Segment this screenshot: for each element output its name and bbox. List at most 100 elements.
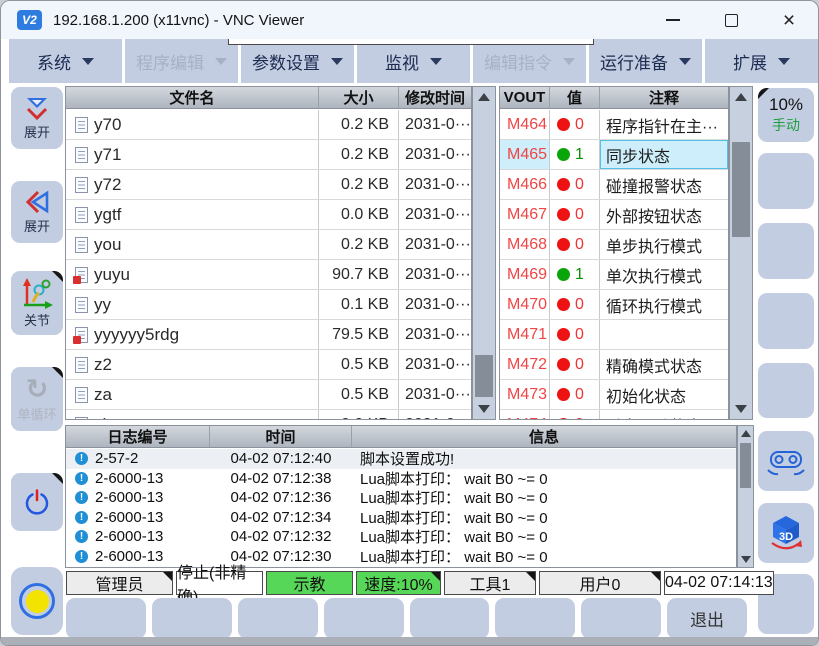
servo-status-button[interactable] — [11, 567, 63, 635]
file-list-scrollbar[interactable] — [472, 86, 496, 420]
close-button[interactable]: × — [760, 1, 818, 39]
log-id-cell: 2-6000-13 — [66, 548, 210, 565]
menu-item[interactable]: 参数设置 — [241, 39, 354, 83]
exit-button[interactable]: 退出 — [667, 598, 747, 639]
vout-comment: 外部按钮状态 — [606, 208, 703, 226]
menu-item[interactable]: 系统 — [9, 39, 122, 83]
log-row[interactable]: 2-6000-13 04-02 07:12:38 Lua脚本打印： wait B… — [66, 469, 736, 489]
log-id: 2-6000-13 — [95, 528, 164, 546]
file-row[interactable]: y70 0.2 KB 2031-0··· — [66, 110, 471, 140]
right-toolbar-button-3[interactable] — [758, 223, 814, 279]
pendant-controller-button[interactable] — [758, 431, 814, 491]
soft-button-6[interactable] — [495, 598, 576, 639]
file-row[interactable]: ygtf 0.0 KB 2031-0··· — [66, 200, 471, 230]
menu-item[interactable]: 监视 — [357, 39, 470, 83]
file-row[interactable]: you 0.2 KB 2031-0··· — [66, 230, 471, 260]
file-row[interactable]: za 0.5 KB 2031-0··· — [66, 380, 471, 410]
vout-row[interactable]: M470 0 循环执行模式 — [500, 290, 728, 320]
vout-scrollbar[interactable] — [729, 86, 753, 420]
speed-mode-button[interactable]: 10% 手动 — [758, 88, 814, 142]
vout-row[interactable]: M466 0 碰撞报警状态 — [500, 170, 728, 200]
log-row[interactable]: 2-6000-13 04-02 07:12:34 Lua脚本打印： wait B… — [66, 508, 736, 528]
file-name-cell: za — [66, 380, 319, 409]
status-item[interactable]: 管理员 — [66, 571, 173, 595]
log-row[interactable]: 2-6000-13 04-02 07:12:32 Lua脚本打印： wait B… — [66, 527, 736, 547]
menu-item[interactable]: 运行准备 — [589, 39, 702, 83]
joint-mode-button[interactable]: 关节 — [11, 271, 63, 335]
file-row[interactable]: z2 0.5 KB 2031-0··· — [66, 350, 471, 380]
scroll-down-button[interactable] — [473, 399, 495, 419]
file-row[interactable]: yuyu 90.7 KB 2031-0··· — [66, 260, 471, 290]
minimize-button[interactable] — [644, 1, 702, 39]
vout-row[interactable]: M471 0 — [500, 320, 728, 350]
3d-view-button[interactable]: 3D — [758, 503, 814, 563]
vout-row[interactable]: M467 0 外部按钮状态 — [500, 200, 728, 230]
log-id: 2-6000-13 — [95, 489, 164, 507]
bottom-button-bar: 退出 — [66, 598, 747, 639]
expand-down-button[interactable]: 展开 — [11, 87, 63, 149]
log-row[interactable]: 2-6000-13 04-02 07:12:36 Lua脚本打印： wait B… — [66, 488, 736, 508]
scroll-down-button[interactable] — [730, 399, 752, 419]
log-row[interactable]: 2-6000-13 04-02 07:12:28 Lua脚本打印： wait B… — [66, 566, 736, 567]
chevron-down-icon — [82, 57, 94, 65]
log-scrollbar[interactable] — [737, 425, 754, 568]
file-row[interactable]: zhu 0.0 KB 2031-0··· — [66, 410, 471, 419]
file-name: y71 — [94, 144, 122, 164]
soft-button-5[interactable] — [409, 598, 490, 639]
file-row[interactable]: y72 0.2 KB 2031-0··· — [66, 170, 471, 200]
status-item[interactable]: 用户0 — [539, 571, 661, 595]
file-time-header: 修改时间 — [404, 90, 465, 107]
scrollbar-thumb[interactable] — [732, 142, 750, 237]
expand-left-button[interactable]: 展开 — [11, 181, 63, 243]
scrollbar-thumb[interactable] — [740, 443, 751, 488]
right-toolbar-button-2[interactable] — [758, 153, 814, 209]
vout-comment-cell: 单次执行模式 — [600, 260, 728, 289]
log-id-header: 日志编号 — [66, 426, 210, 447]
log-row[interactable]: 2-6000-13 04-02 07:12:30 Lua脚本打印： wait B… — [66, 547, 736, 567]
menu-item[interactable]: 程序编辑 — [125, 39, 238, 83]
vout-row[interactable]: M468 0 单步执行模式 — [500, 230, 728, 260]
vout-id-cell: M470 — [500, 290, 550, 319]
status-item[interactable]: 04-02 07:14:13 — [664, 571, 774, 595]
joint-robot-icon — [23, 278, 53, 309]
vout-row[interactable]: M472 0 精确模式状态 — [500, 350, 728, 380]
status-item[interactable]: 停止(非精确) — [176, 565, 263, 606]
soft-button-1[interactable] — [66, 598, 146, 639]
soft-button-7[interactable] — [581, 598, 662, 639]
file-row[interactable]: y71 0.2 KB 2031-0··· — [66, 140, 471, 170]
soft-button-2[interactable] — [151, 598, 232, 639]
vout-id-cell: M466 — [500, 170, 550, 199]
menu-item[interactable]: 编辑指令 — [473, 39, 586, 83]
status-item[interactable]: 速度:10% — [356, 571, 441, 595]
menu-item[interactable]: 扩展 — [705, 39, 818, 83]
vout-id-cell: M472 — [500, 350, 550, 379]
vout-row[interactable]: M464 0 程序指针在主··· — [500, 110, 728, 140]
file-row[interactable]: yyyyyy5rdg 79.5 KB 2031-0··· — [66, 320, 471, 350]
log-row[interactable]: 2-57-2 04-02 07:12:40 脚本设置成功! — [66, 449, 736, 469]
vout-row[interactable]: M465 1 同步状态 — [500, 140, 728, 170]
scroll-up-button[interactable] — [738, 426, 753, 441]
vout-row[interactable]: M473 0 初始化状态 — [500, 380, 728, 410]
right-toolbar-button-4[interactable] — [758, 293, 814, 349]
soft-button-3[interactable] — [237, 598, 318, 639]
power-button[interactable] — [11, 473, 63, 531]
vout-row[interactable]: M474 0 反向驱动状态 — [500, 410, 728, 419]
scrollbar-thumb[interactable] — [475, 355, 493, 397]
soft-button-4[interactable] — [323, 598, 404, 639]
file-time-cell: 2031-0··· — [405, 295, 471, 313]
right-toolbar-button-5[interactable] — [758, 363, 814, 418]
status-item[interactable]: 示教 — [266, 571, 353, 595]
vout-value-header: 值 — [550, 87, 600, 108]
scroll-up-button[interactable] — [730, 87, 752, 107]
scroll-down-button[interactable] — [738, 552, 753, 567]
scroll-up-button[interactable] — [473, 87, 495, 107]
file-row[interactable]: yy 0.1 KB 2031-0··· — [66, 290, 471, 320]
corner-flag-icon — [758, 88, 769, 99]
vout-value-cell: 0 — [550, 350, 600, 379]
maximize-button[interactable] — [702, 1, 760, 39]
vout-row[interactable]: M469 1 单次执行模式 — [500, 260, 728, 290]
document-icon — [75, 176, 88, 193]
status-item-label: 速度:10% — [364, 577, 433, 594]
document-icon — [75, 386, 88, 403]
status-item[interactable]: 工具1 — [444, 571, 536, 595]
